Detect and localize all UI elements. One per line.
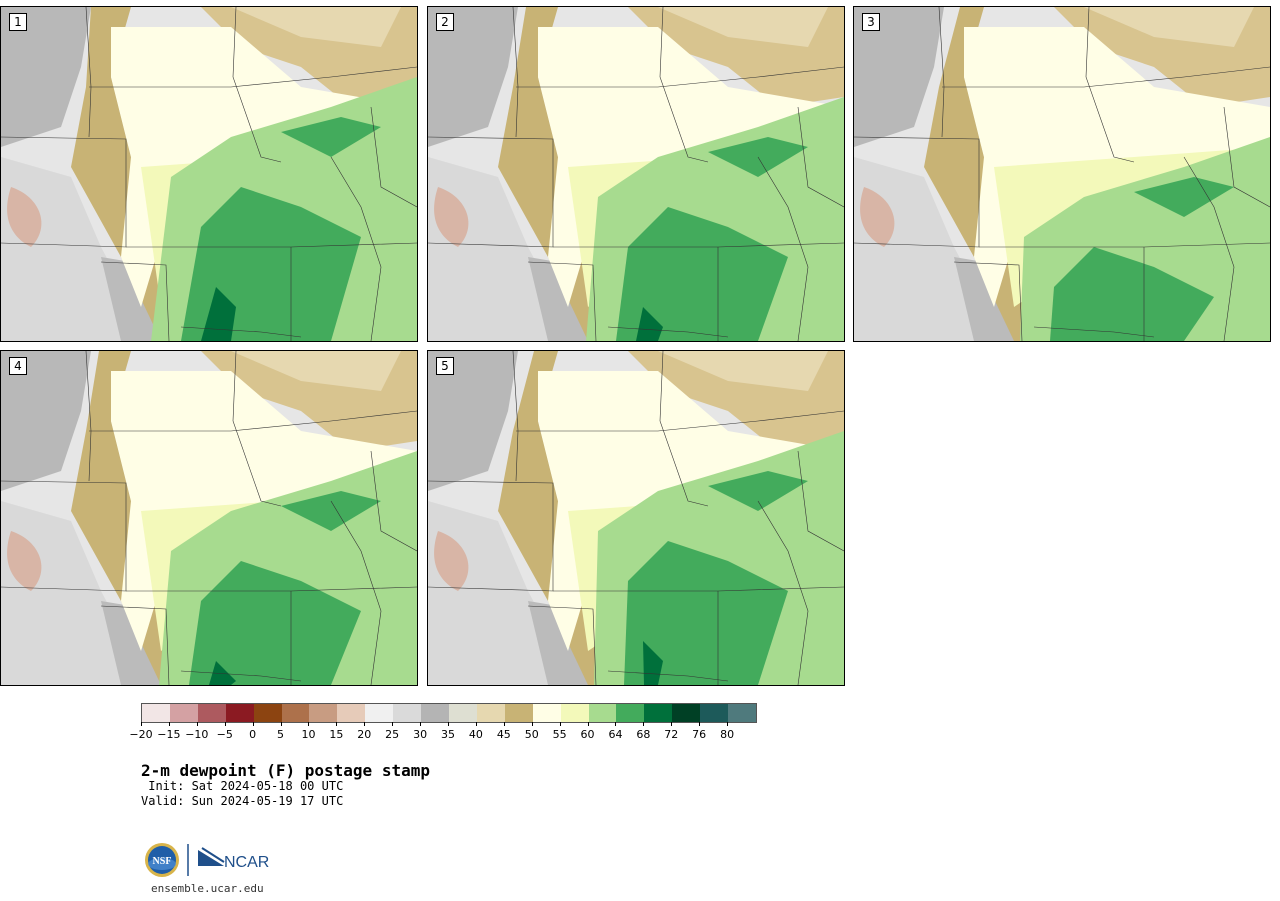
colorbar-tick	[252, 722, 254, 726]
map-panel-2: 2	[427, 6, 845, 342]
colorbar-swatch	[476, 704, 505, 722]
colorbar-swatch	[337, 704, 366, 722]
colorbar-tick-label: −15	[157, 728, 181, 741]
colorbar-swatch	[588, 704, 617, 722]
colorbar-tick-label: 30	[413, 728, 428, 741]
map-panel-4: 4	[0, 350, 418, 686]
colorbar-swatch	[448, 704, 477, 722]
panel-number: 3	[862, 13, 880, 31]
nsf-logo-icon: NSF	[145, 843, 179, 877]
colorbar-tick	[364, 722, 366, 726]
colorbar-swatch	[393, 704, 422, 722]
map-panel-3: 3	[853, 6, 1271, 342]
colorbar-tick-label: 80	[720, 728, 735, 741]
colorbar-swatch	[728, 704, 756, 722]
colorbar-tick	[727, 722, 729, 726]
svg-text:NSF: NSF	[153, 856, 172, 867]
colorbar-tick	[643, 722, 645, 726]
colorbar-ticks: −20 −15 −10 −5 0 5 10 15 20 25 30 35 40 45 50 55 60 64 68 7…	[129, 722, 755, 742]
colorbar-tick	[671, 722, 673, 726]
panel-number: 5	[436, 357, 454, 375]
colorbar-tick-label: 60	[580, 728, 595, 741]
colorbar-tick	[392, 722, 394, 726]
colorbar-tick	[196, 722, 198, 726]
colorbar-tick	[280, 722, 282, 726]
colorbar-tick	[420, 722, 422, 726]
colorbar-tick-label: 40	[468, 728, 483, 741]
colorbar-tick-label: −10	[185, 728, 209, 741]
colorbar-tick-label: 10	[301, 728, 316, 741]
colorbar-swatch	[532, 704, 561, 722]
colorbar-tick-label: 25	[385, 728, 400, 741]
colorbar-tick-label: 50	[524, 728, 539, 741]
colorbar-tick	[336, 722, 338, 726]
colorbar-tick	[503, 722, 505, 726]
colorbar-swatch	[504, 704, 533, 722]
colorbar-tick	[615, 722, 617, 726]
colorbar-tick	[587, 722, 589, 726]
colorbar-tick-label: 76	[692, 728, 707, 741]
ncar-logo-icon: NCAR	[198, 847, 269, 871]
colorbar-swatch	[672, 704, 701, 722]
logo-block: NSF NCAR	[144, 842, 274, 882]
colorbar-tick	[168, 722, 170, 726]
colorbar-tick-label: 20	[357, 728, 372, 741]
colorbar-tick-label: 55	[552, 728, 567, 741]
colorbar-tick-label: 45	[496, 728, 511, 741]
website-url: ensemble.ucar.edu	[151, 882, 264, 895]
colorbar	[141, 703, 757, 723]
colorbar-swatch	[309, 704, 338, 722]
colorbar-swatch	[421, 704, 449, 722]
colorbar-tick	[448, 722, 449, 726]
colorbar-tick	[699, 722, 701, 726]
valid-time: Valid: Sun 2024-05-19 17 UTC	[141, 794, 344, 808]
colorbar-tick-label: 0	[249, 728, 257, 741]
colorbar-tick-label: 15	[329, 728, 344, 741]
panel-number: 2	[436, 13, 454, 31]
colorbar-swatch	[281, 704, 310, 722]
colorbar-swatch	[169, 704, 198, 722]
colorbar-swatch	[197, 704, 226, 722]
colorbar-swatch	[700, 704, 729, 722]
colorbar-swatch	[225, 704, 254, 722]
colorbar-swatch	[560, 704, 589, 722]
colorbar-tick-label: 5	[277, 728, 285, 741]
panel-number: 4	[9, 357, 27, 375]
colorbar-tick	[224, 722, 226, 726]
colorbar-swatch	[616, 704, 645, 722]
colorbar-tick	[531, 722, 533, 726]
colorbar-tick	[475, 722, 477, 726]
colorbar-swatch	[253, 704, 282, 722]
svg-text:NCAR: NCAR	[224, 854, 269, 871]
map-panel-1: 1	[0, 6, 418, 342]
colorbar-tick	[559, 722, 561, 726]
map-panel-5: 5	[427, 350, 845, 686]
colorbar-swatch	[142, 704, 170, 722]
colorbar-swatch	[644, 704, 673, 722]
colorbar-tick	[141, 722, 142, 726]
colorbar-swatch	[365, 704, 394, 722]
colorbar-tick-label: 72	[664, 728, 679, 741]
colorbar-tick-label: −20	[129, 728, 153, 741]
colorbar-tick-label: 64	[608, 728, 623, 741]
colorbar-tick-label: −5	[216, 728, 233, 741]
colorbar-tick-label: 68	[636, 728, 651, 741]
figure-title: 2-m dewpoint (F) postage stamp	[141, 761, 430, 780]
colorbar-tick-label: 35	[441, 728, 455, 741]
panel-number: 1	[9, 13, 27, 31]
init-time: Init: Sat 2024-05-18 00 UTC	[141, 779, 344, 793]
colorbar-tick	[308, 722, 310, 726]
